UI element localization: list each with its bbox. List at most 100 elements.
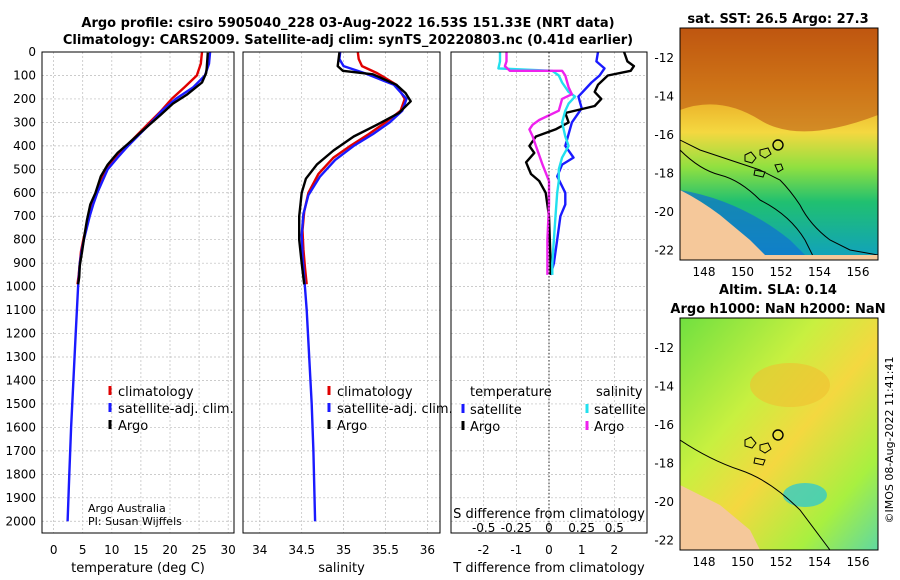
credit-line1: Argo Australia bbox=[88, 502, 166, 515]
x-tick-label: 25 bbox=[191, 543, 206, 557]
depth-tick-label: 1700 bbox=[5, 444, 36, 458]
map-lon-tick: 154 bbox=[808, 555, 831, 569]
map-lon-tick: 148 bbox=[693, 265, 716, 279]
depth-tick-label: 1000 bbox=[5, 280, 36, 294]
legend-label: Argo bbox=[470, 420, 500, 435]
depth-tick-label: 2000 bbox=[5, 514, 36, 528]
map-lon-tick: 154 bbox=[808, 265, 831, 279]
x-tick-label: 35 bbox=[336, 543, 351, 557]
x-tick-label: 15 bbox=[133, 543, 148, 557]
depth-tick-label: 1500 bbox=[5, 397, 36, 411]
map-lat-tick: -14 bbox=[654, 90, 674, 104]
map-lat-tick: -16 bbox=[654, 128, 674, 142]
salinity-panel: 34 34.5 35 35.5 36 salinity climatology satelli… bbox=[242, 51, 453, 576]
map-lon-tick: 156 bbox=[847, 555, 870, 569]
map-lat-tick: -18 bbox=[654, 167, 674, 181]
depth-tick-label: 100 bbox=[13, 68, 36, 82]
x-tick-label: 1 bbox=[578, 543, 586, 557]
map-lat-tick: -14 bbox=[654, 380, 674, 394]
x-tick-label: 34.5 bbox=[288, 543, 315, 557]
legend-title-salinity: salinity bbox=[596, 385, 643, 400]
sla-map-title-line2: Argo h1000: NaN h2000: NaN bbox=[670, 302, 885, 317]
series-line bbox=[298, 52, 412, 285]
s-axis-label: S difference from climatology bbox=[453, 507, 645, 522]
temperature-panel: 0100200300400500600700800900100011001200… bbox=[5, 45, 235, 576]
legend-label: satellite-adj. clim. bbox=[118, 402, 234, 417]
map-lat-tick: -22 bbox=[654, 244, 674, 258]
sla-reef-outlines bbox=[744, 436, 772, 466]
x-tick-label: 0 bbox=[545, 543, 553, 557]
series-line bbox=[66, 51, 212, 522]
x-tick-label: 34 bbox=[252, 543, 267, 557]
sla-map-frame bbox=[679, 317, 879, 551]
figure-title-line2: Climatology: CARS2009. Satellite-adj cli… bbox=[63, 33, 633, 48]
sla-map-title-line1: Altim. SLA: 0.14 bbox=[719, 283, 837, 298]
series-line bbox=[76, 52, 209, 285]
legend-label: climatology bbox=[337, 385, 413, 400]
sst-map-frame bbox=[679, 27, 879, 261]
map-lat-tick: -18 bbox=[654, 457, 674, 471]
legend-label: Argo bbox=[118, 419, 148, 434]
sst-axis-ticks: 148 150 152 154 156 -12 -14 -16 -18 -20 -22 bbox=[654, 51, 869, 279]
depth-tick-label: 300 bbox=[13, 115, 36, 129]
map-lon-tick: 150 bbox=[731, 555, 754, 569]
series-line bbox=[497, 52, 577, 275]
s-tick-label: 0 bbox=[545, 521, 553, 535]
map-lat-tick: -20 bbox=[654, 205, 674, 219]
sst-warm-region bbox=[680, 28, 878, 132]
sla-bathymetry-contour bbox=[680, 439, 831, 550]
map-lat-tick: -20 bbox=[654, 495, 674, 509]
map-lon-tick: 150 bbox=[731, 265, 754, 279]
depth-tick-label: 700 bbox=[13, 209, 36, 223]
legend-label: Argo bbox=[594, 420, 624, 435]
map-lon-tick: 152 bbox=[770, 265, 793, 279]
map-lon-tick: 152 bbox=[770, 555, 793, 569]
x-tick-label: 2 bbox=[611, 543, 619, 557]
panel-frame bbox=[41, 51, 235, 534]
depth-tick-label: 1400 bbox=[5, 373, 36, 387]
sst-float-marker bbox=[772, 139, 784, 151]
depth-tick-label: 200 bbox=[13, 92, 36, 106]
difference-panel: -2 -1 0 1 2 T difference from climatology temp… bbox=[450, 51, 648, 576]
sla-axis-ticks: 148 150 152 154 156 -12 -14 -16 -18 -20 -22 bbox=[654, 341, 869, 569]
s-tick-label: 0.25 bbox=[568, 521, 595, 535]
series-line bbox=[503, 52, 574, 275]
depth-tick-label: 0 bbox=[28, 45, 36, 59]
sst-bathymetry-contour bbox=[680, 139, 878, 260]
sla-high-region bbox=[750, 363, 830, 407]
depth-tick-label: 600 bbox=[13, 186, 36, 200]
x-tick-label: 5 bbox=[79, 543, 87, 557]
timestamp: ©IMOS 08-Aug-2022 11:41:41 bbox=[883, 357, 896, 524]
depth-tick-label: 500 bbox=[13, 162, 36, 176]
series-line bbox=[301, 51, 406, 285]
legend-label: satellite-adj. clim. bbox=[337, 402, 453, 417]
depth-tick-label: 1800 bbox=[5, 467, 36, 481]
sla-float-marker bbox=[772, 429, 784, 441]
x-tick-label: -2 bbox=[478, 543, 490, 557]
depth-tick-label: 1300 bbox=[5, 350, 36, 364]
map-lat-tick: -12 bbox=[654, 341, 674, 355]
depth-tick-label: 900 bbox=[13, 256, 36, 270]
series-line bbox=[76, 51, 204, 285]
sla-land-mainland bbox=[680, 485, 760, 550]
legend-label: climatology bbox=[118, 385, 194, 400]
map-lat-tick: -16 bbox=[654, 418, 674, 432]
legend-label: Argo bbox=[337, 419, 367, 434]
sla-map: Altim. SLA: 0.14 Argo h1000: NaN h2000: … bbox=[654, 283, 885, 569]
x-tick-label: 36 bbox=[420, 543, 435, 557]
x-tick-label: 20 bbox=[162, 543, 177, 557]
sst-land-mainland bbox=[680, 190, 770, 260]
map-lon-tick: 148 bbox=[693, 555, 716, 569]
sla-low-region bbox=[783, 483, 827, 507]
x-axis-label: temperature (deg C) bbox=[71, 561, 205, 576]
s-tick-label: -0.25 bbox=[501, 521, 532, 535]
figure-title-line1: Argo profile: csiro 5905040_228 03-Aug-2… bbox=[81, 16, 614, 31]
x-tick-label: -1 bbox=[510, 543, 522, 557]
x-tick-label: 35.5 bbox=[372, 543, 399, 557]
map-lat-tick: -22 bbox=[654, 534, 674, 548]
series-line bbox=[300, 51, 408, 522]
depth-tick-label: 1900 bbox=[5, 491, 36, 505]
depth-tick-label: 1200 bbox=[5, 327, 36, 341]
x-tick-label: 0 bbox=[50, 543, 58, 557]
